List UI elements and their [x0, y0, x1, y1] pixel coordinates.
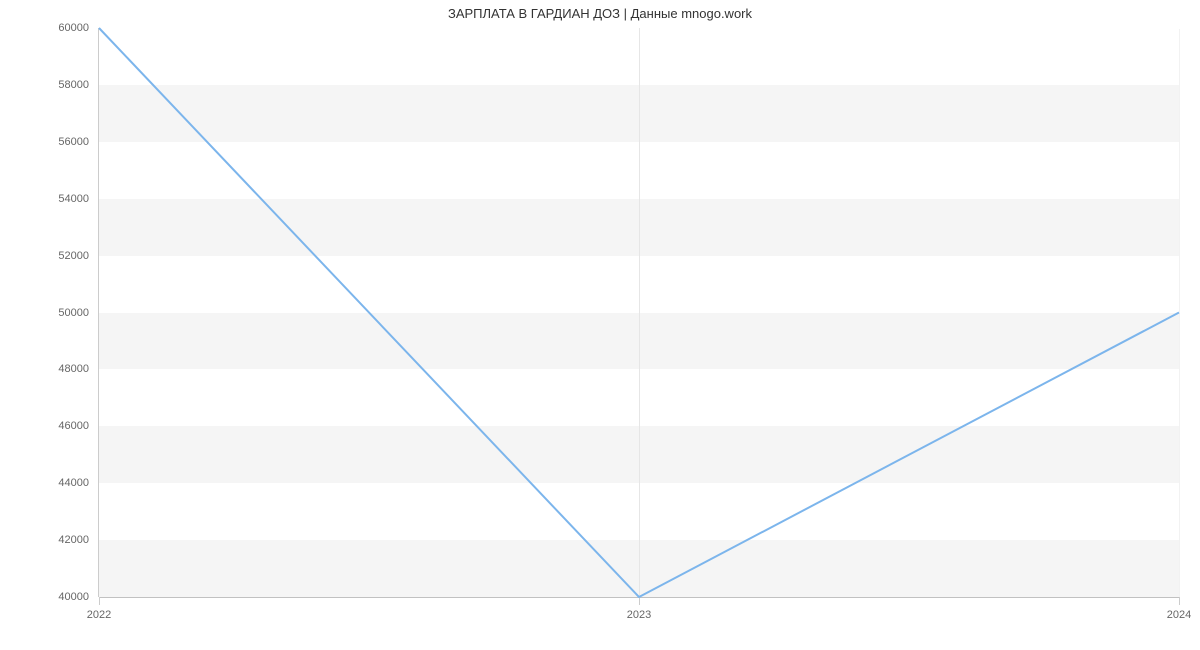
- y-tick-label: 42000: [44, 534, 89, 546]
- y-tick-label: 60000: [44, 22, 89, 34]
- y-tick-label: 58000: [44, 79, 89, 91]
- y-tick-label: 44000: [44, 477, 89, 489]
- y-tick-label: 46000: [44, 420, 89, 432]
- x-tick-mark: [1179, 597, 1180, 605]
- x-tick-label: 2022: [87, 609, 111, 621]
- x-tick-label: 2024: [1167, 609, 1191, 621]
- y-tick-label: 54000: [44, 193, 89, 205]
- y-tick-label: 48000: [44, 363, 89, 375]
- x-tick-mark: [639, 597, 640, 605]
- y-tick-label: 40000: [44, 591, 89, 603]
- y-tick-label: 50000: [44, 307, 89, 319]
- y-tick-label: 56000: [44, 136, 89, 148]
- plot-area: 4000042000440004600048000500005200054000…: [99, 28, 1179, 597]
- series-layer: [99, 28, 1179, 597]
- x-tick-mark: [99, 597, 100, 605]
- chart-container: ЗАРПЛАТА В ГАРДИАН ДОЗ | Данные mnogo.wo…: [0, 0, 1200, 650]
- x-tick-label: 2023: [627, 609, 651, 621]
- chart-title: ЗАРПЛАТА В ГАРДИАН ДОЗ | Данные mnogo.wo…: [0, 6, 1200, 21]
- y-tick-label: 52000: [44, 250, 89, 262]
- line-series-salary[interactable]: [99, 28, 1179, 597]
